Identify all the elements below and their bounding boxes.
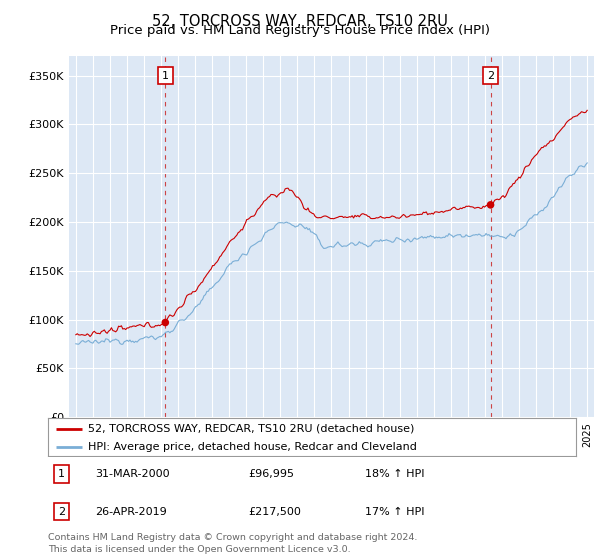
Text: 1: 1 [58, 469, 65, 479]
Text: 52, TORCROSS WAY, REDCAR, TS10 2RU (detached house): 52, TORCROSS WAY, REDCAR, TS10 2RU (deta… [88, 424, 414, 434]
Point [486, 200, 496, 209]
Text: Contains HM Land Registry data © Crown copyright and database right 2024.
This d: Contains HM Land Registry data © Crown c… [48, 533, 418, 554]
Point [161, 318, 170, 327]
Text: Price paid vs. HM Land Registry's House Price Index (HPI): Price paid vs. HM Land Registry's House … [110, 24, 490, 37]
Text: 31-MAR-2000: 31-MAR-2000 [95, 469, 170, 479]
Text: 2: 2 [58, 507, 65, 516]
Text: 18% ↑ HPI: 18% ↑ HPI [365, 469, 424, 479]
Text: 1: 1 [162, 71, 169, 81]
Text: 2: 2 [487, 71, 494, 81]
Text: 52, TORCROSS WAY, REDCAR, TS10 2RU: 52, TORCROSS WAY, REDCAR, TS10 2RU [152, 14, 448, 29]
Text: HPI: Average price, detached house, Redcar and Cleveland: HPI: Average price, detached house, Redc… [88, 442, 416, 452]
Text: 26-APR-2019: 26-APR-2019 [95, 507, 167, 516]
Text: £217,500: £217,500 [248, 507, 302, 516]
Text: 17% ↑ HPI: 17% ↑ HPI [365, 507, 424, 516]
Text: £96,995: £96,995 [248, 469, 295, 479]
